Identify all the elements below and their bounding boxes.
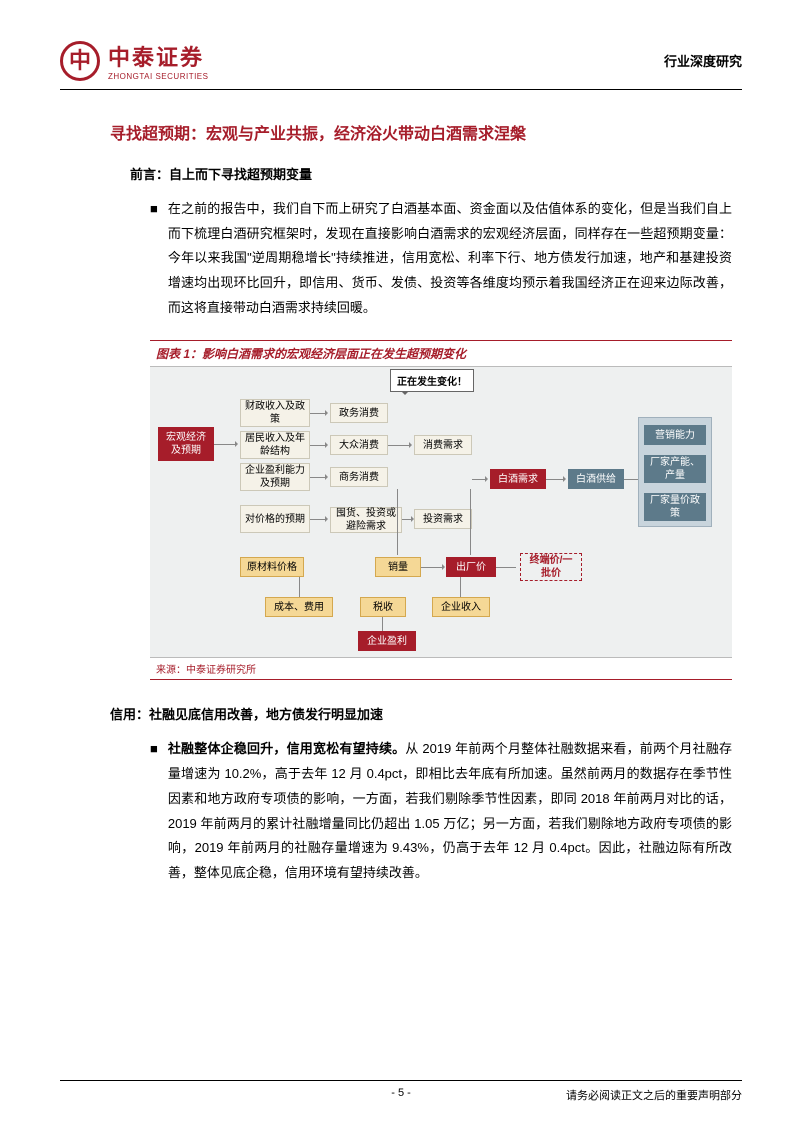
connector (310, 519, 326, 520)
node-mass-cons: 大众消费 (330, 435, 388, 455)
connector (388, 445, 410, 446)
bullet-icon: ■ (150, 197, 158, 320)
node-cost: 成本、费用 (265, 597, 333, 617)
connector (310, 445, 326, 446)
page-header: 中 中泰证券 ZHONGTAI SECURITIES 行业深度研究 (60, 40, 742, 90)
chart-caption: 图表 1：影响白酒需求的宏观经济层面正在发生超预期变化 (150, 340, 732, 367)
connector (310, 477, 326, 478)
flowchart: 正在发生变化！ 宏观经济及预期 财政收入及政策 居民收入及年龄结构 企业盈利能力… (150, 367, 732, 657)
node-revenue: 企业收入 (432, 597, 490, 617)
node-profit: 企业盈利能力及预期 (240, 463, 310, 491)
section1-text: 在之前的报告中，我们自下而上研究了白酒基本面、资金面以及估值体系的变化，但是当我… (168, 197, 732, 320)
node-ex-factory: 出厂价 (446, 557, 496, 577)
connector (472, 479, 486, 480)
logo-en-text: ZHONGTAI SECURITIES (108, 72, 208, 81)
node-baijiu-supply: 白酒供给 (568, 469, 624, 489)
connector (299, 577, 300, 597)
connector (421, 567, 443, 568)
node-cons-demand: 消费需求 (414, 435, 472, 455)
section1-paragraph: ■ 在之前的报告中，我们自下而上研究了白酒基本面、资金面以及估值体系的变化，但是… (150, 197, 732, 320)
node-capacity: 厂家产能、产量 (644, 455, 706, 483)
connector (382, 617, 383, 631)
node-sales: 销量 (375, 557, 421, 577)
node-ent-profit: 企业盈利 (358, 631, 416, 651)
node-raw: 原材料价格 (240, 557, 304, 577)
node-tax: 税收 (360, 597, 406, 617)
connector (496, 567, 516, 568)
node-biz-cons: 商务消费 (330, 467, 388, 487)
section2-text: 社融整体企稳回升，信用宽松有望持续。从 2019 年前两个月整体社融数据来看，前… (168, 737, 732, 885)
node-gov-cons: 政务消费 (330, 403, 388, 423)
node-price-exp: 对价格的预期 (240, 505, 310, 533)
connector (402, 519, 412, 520)
node-inv-demand: 投资需求 (414, 509, 472, 529)
node-fiscal: 财政收入及政策 (240, 399, 310, 427)
connector (397, 489, 398, 555)
section2-body: 从 2019 年前两个月整体社融数据来看，前两个月社融存量增速为 10.2%，高… (168, 741, 732, 879)
chart-caption-prefix: 图表 1： (156, 347, 202, 361)
node-income: 居民收入及年龄结构 (240, 431, 310, 459)
page-number: - 5 - (391, 1087, 411, 1099)
connector (310, 413, 326, 414)
logo-icon: 中 (60, 41, 100, 81)
main-title: 寻找超预期：宏观与产业共振，经济浴火带动白酒需求涅槃 (110, 120, 732, 144)
node-terminal: 终端价/一批价 (520, 553, 582, 581)
node-macro: 宏观经济及预期 (158, 427, 214, 461)
connector (214, 444, 236, 445)
connector (546, 479, 564, 480)
section2-bold-lead: 社融整体企稳回升，信用宽松有望持续。 (168, 741, 406, 756)
node-policy: 厂家量价政策 (644, 493, 706, 521)
chart-source: 来源：中泰证券研究所 (150, 657, 732, 680)
bullet-icon: ■ (150, 737, 158, 885)
connector (470, 489, 471, 555)
footer-disclaimer: 请务必阅读正文之后的重要声明部分 (566, 1087, 742, 1103)
page-footer: - 5 - 请务必阅读正文之后的重要声明部分 (60, 1080, 742, 1103)
section2-heading: 信用：社融见底信用改善，地方债发行明显加速 (110, 704, 732, 723)
node-marketing: 营销能力 (644, 425, 706, 445)
chart-caption-text: 影响白酒需求的宏观经济层面正在发生超预期变化 (202, 347, 466, 361)
logo-symbol: 中 (69, 50, 91, 72)
section2-paragraph: ■ 社融整体企稳回升，信用宽松有望持续。从 2019 年前两个月整体社融数据来看… (150, 737, 732, 885)
connector (460, 577, 461, 597)
header-category: 行业深度研究 (664, 51, 742, 70)
callout-bubble: 正在发生变化！ (390, 369, 474, 392)
connector (624, 479, 638, 480)
node-baijiu-demand: 白酒需求 (490, 469, 546, 489)
node-hoard: 囤货、投资或避险需求 (330, 507, 402, 533)
logo-cn-text: 中泰证券 (108, 40, 208, 72)
logo: 中 中泰证券 ZHONGTAI SECURITIES (60, 40, 208, 81)
section1-heading: 前言：自上而下寻找超预期变量 (130, 164, 732, 183)
